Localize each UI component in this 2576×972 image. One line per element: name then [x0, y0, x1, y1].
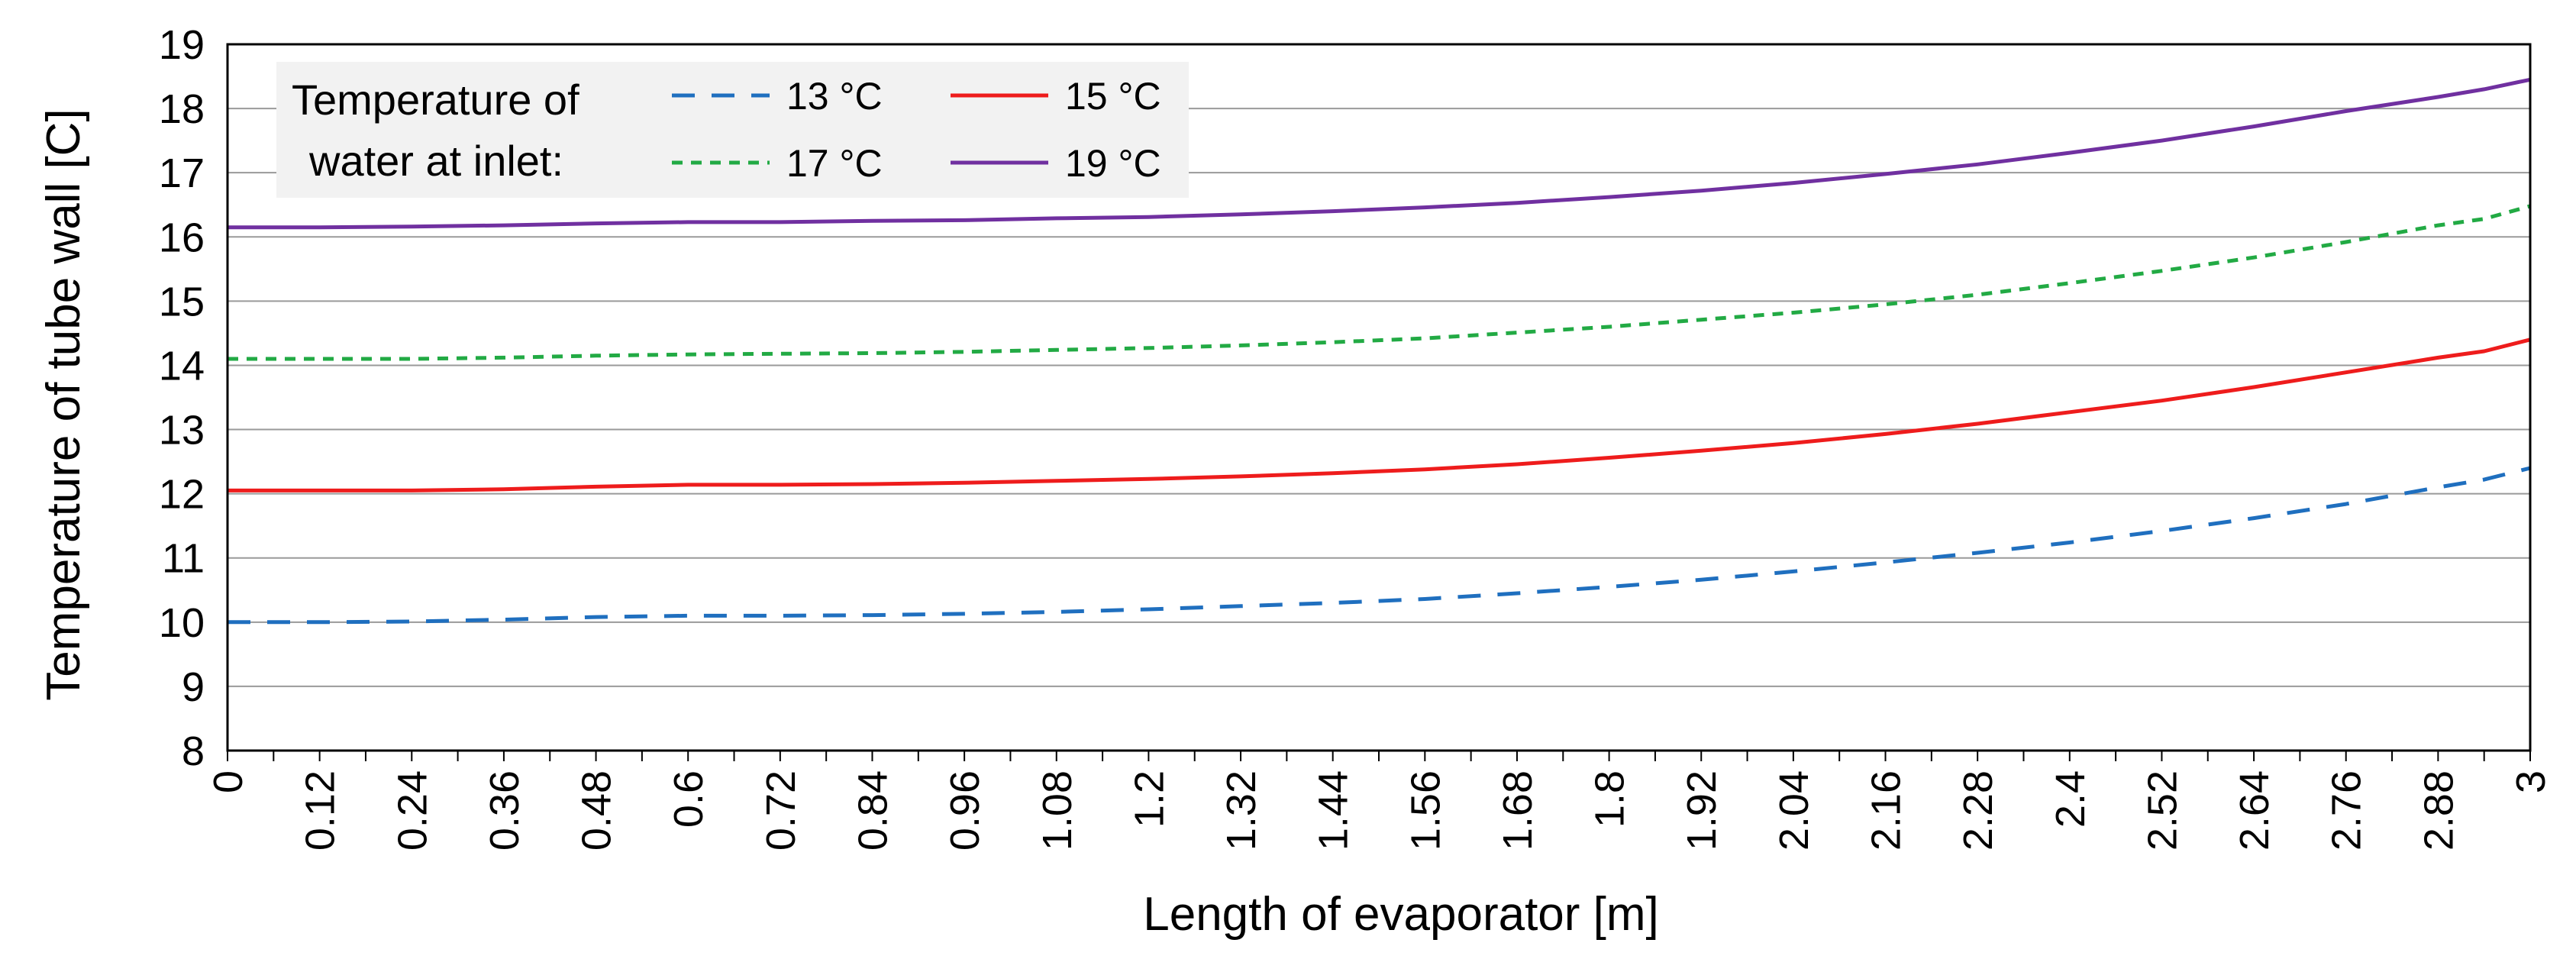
legend-title-line1: Temperature of — [292, 76, 579, 124]
y-tick-label: 14 — [159, 343, 205, 389]
legend: Temperature of water at inlet: 13 °C 17 °… — [276, 62, 1189, 198]
y-tick-label: 19 — [159, 22, 205, 68]
y-tick-label: 8 — [182, 728, 205, 774]
y-axis-ticks: 8 9 10 11 12 13 14 15 16 17 18 19 — [159, 22, 205, 774]
x-tick-label: 0.84 — [850, 770, 896, 851]
x-tick-label: 1.56 — [1403, 770, 1448, 851]
y-axis-title: Temperature of tube wall [C] — [37, 108, 90, 700]
x-tick-label: 1.32 — [1219, 770, 1264, 851]
y-tick-label: 12 — [159, 472, 205, 518]
x-tick-label: 2.28 — [1955, 770, 2001, 851]
legend-label-19c: 19 °C — [1065, 142, 1161, 185]
x-tick-label: 2.04 — [1771, 770, 1817, 851]
x-tick-label: 0.96 — [942, 770, 988, 851]
x-tick-label: 2.64 — [2232, 770, 2277, 851]
x-tick-label: 0.6 — [666, 770, 712, 828]
y-tick-label: 18 — [159, 86, 205, 132]
legend-title-line2: water at inlet: — [308, 137, 563, 185]
series-line-19c — [228, 77, 2531, 230]
x-tick-label: 0.12 — [298, 770, 344, 851]
x-tick-label: 0 — [205, 770, 251, 793]
legend-label-13c: 13 °C — [786, 75, 883, 118]
x-axis-ticks: 0 0.12 0.24 0.36 0.48 0.6 0.72 0.84 0.96 1.08 1.2 1… — [205, 751, 2554, 851]
x-tick-label: 2.52 — [2139, 770, 2185, 851]
x-tick-label: 1.8 — [1587, 770, 1633, 828]
series-line-13c — [228, 466, 2531, 625]
x-tick-label: 0.72 — [758, 770, 804, 851]
legend-label-17c: 17 °C — [786, 142, 883, 185]
x-tick-label: 2.16 — [1864, 770, 1909, 851]
y-tick-label: 17 — [159, 150, 205, 196]
legend-label-15c: 15 °C — [1065, 75, 1161, 118]
x-tick-label: 0.24 — [389, 770, 435, 851]
x-tick-label: 1.92 — [1679, 770, 1725, 851]
x-tick-label: 0.48 — [574, 770, 620, 851]
x-tick-label: 2.4 — [2048, 770, 2093, 828]
legend-box — [276, 62, 1189, 198]
legend-entries: 13 °C 17 °C 15 °C 19 °C — [672, 75, 1161, 185]
x-tick-label: 2.76 — [2324, 770, 2370, 851]
x-tick-label: 1.2 — [1126, 770, 1172, 828]
y-tick-label: 13 — [159, 408, 205, 454]
x-tick-label: 1.08 — [1035, 770, 1080, 851]
x-tick-label: 0.36 — [482, 770, 528, 851]
series-lines — [228, 77, 2531, 625]
y-tick-label: 11 — [162, 536, 205, 582]
x-tick-label: 3 — [2508, 770, 2554, 793]
x-tick-label: 1.68 — [1495, 770, 1541, 851]
y-tick-label: 15 — [159, 279, 205, 325]
y-tick-label: 10 — [159, 600, 205, 646]
series-line-15c — [228, 337, 2531, 492]
y-tick-label: 9 — [182, 664, 205, 710]
x-tick-label: 2.88 — [2416, 770, 2461, 851]
x-axis-title: Length of evaporator [m] — [1143, 888, 1659, 941]
x-tick-label: 1.44 — [1311, 770, 1357, 851]
y-tick-label: 16 — [159, 215, 205, 260]
